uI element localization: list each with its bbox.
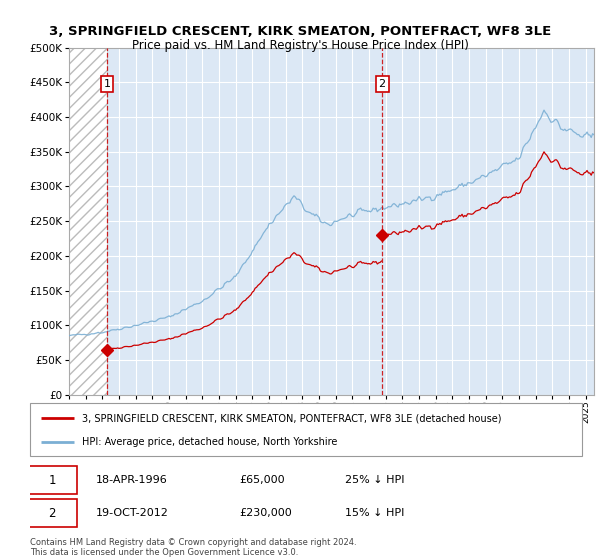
Text: 19-OCT-2012: 19-OCT-2012 bbox=[96, 508, 169, 518]
FancyBboxPatch shape bbox=[30, 403, 582, 456]
Text: 15% ↓ HPI: 15% ↓ HPI bbox=[344, 508, 404, 518]
Text: 3, SPRINGFIELD CRESCENT, KIRK SMEATON, PONTEFRACT, WF8 3LE: 3, SPRINGFIELD CRESCENT, KIRK SMEATON, P… bbox=[49, 25, 551, 38]
Text: 25% ↓ HPI: 25% ↓ HPI bbox=[344, 475, 404, 485]
FancyBboxPatch shape bbox=[27, 499, 77, 527]
Text: 18-APR-1996: 18-APR-1996 bbox=[96, 475, 168, 485]
Bar bbox=[69, 48, 107, 395]
Text: 3, SPRINGFIELD CRESCENT, KIRK SMEATON, PONTEFRACT, WF8 3LE (detached house): 3, SPRINGFIELD CRESCENT, KIRK SMEATON, P… bbox=[82, 413, 502, 423]
Text: 2: 2 bbox=[49, 507, 56, 520]
Text: 1: 1 bbox=[49, 474, 56, 487]
FancyBboxPatch shape bbox=[27, 466, 77, 494]
Bar bbox=[69, 48, 107, 395]
Text: £230,000: £230,000 bbox=[240, 508, 293, 518]
Text: HPI: Average price, detached house, North Yorkshire: HPI: Average price, detached house, Nort… bbox=[82, 436, 338, 446]
Text: 1: 1 bbox=[104, 79, 110, 89]
Text: £65,000: £65,000 bbox=[240, 475, 286, 485]
Text: Contains HM Land Registry data © Crown copyright and database right 2024.
This d: Contains HM Land Registry data © Crown c… bbox=[30, 538, 356, 557]
Text: Price paid vs. HM Land Registry's House Price Index (HPI): Price paid vs. HM Land Registry's House … bbox=[131, 39, 469, 52]
Text: 2: 2 bbox=[379, 79, 386, 89]
